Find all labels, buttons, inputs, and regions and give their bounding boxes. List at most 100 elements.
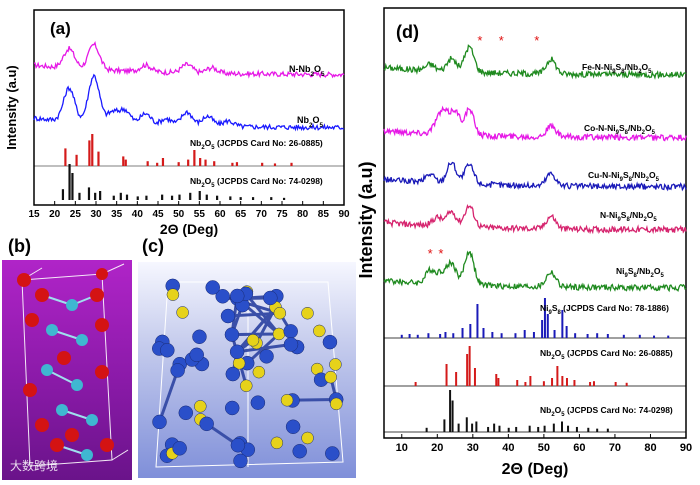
series-line-1 [33, 40, 345, 79]
series-label-fe-part: 8 [621, 69, 625, 75]
series-label-ni9s8-part: 5 [660, 273, 664, 279]
peak-star-marker: * [477, 33, 482, 48]
series-label-nb2o5-part: Nb [297, 115, 309, 125]
x-tick-label: 45 [152, 209, 164, 220]
peak-star-marker: * [438, 246, 443, 261]
s-atom [194, 400, 207, 413]
series-label-nb2o5-part: O [313, 115, 320, 125]
s-atom [301, 431, 314, 445]
series-label-cu-part: O [649, 170, 656, 180]
x-tick-label: 55 [194, 209, 206, 220]
series-label-n-nb2o5-part: O [314, 64, 321, 74]
ref-label-1: Nb2O5 (JCPDS Card No: 26-0885) [190, 138, 323, 151]
series-label-cu-part: S [623, 170, 629, 180]
ref-label-2-part: (JCPDS Card No: 74-0298) [215, 176, 323, 186]
series-line-5 [383, 250, 687, 293]
ref-label-2-part: 2 [551, 355, 555, 361]
ref-label-3-part: 2 [551, 412, 555, 418]
ni-atom [152, 414, 167, 430]
series-label-fe-part: 2 [638, 69, 642, 75]
plot-frame [383, 7, 687, 439]
series-label-cu: Cu-N-Ni9S8/Nb2O5 [588, 170, 660, 183]
ni-atom [229, 288, 245, 304]
x-tick-label: 40 [132, 209, 144, 220]
series-label-ni9s8-part: Ni [616, 266, 625, 276]
x-axis-label: 2Θ (Deg) [160, 221, 218, 237]
x-tick-label: 65 [235, 209, 247, 220]
ni-atom [292, 443, 307, 459]
x-tick-label: 90 [680, 442, 692, 454]
s-atom [166, 288, 180, 301]
series-label-cu-part: 5 [656, 177, 660, 183]
series-label-fe-part: O [642, 62, 649, 72]
series-label-n: N-Ni9S8/Nb2O5 [600, 210, 657, 223]
x-tick-label: 60 [214, 209, 226, 220]
series-label-ni9s8-part: /Nb [637, 266, 651, 276]
series-label-co-part: S [619, 123, 625, 133]
ref-label-3-part: O [555, 405, 562, 415]
series-line-2 [33, 73, 345, 132]
watermark: 大数跨境 [10, 459, 59, 473]
x-tick-label: 70 [256, 209, 268, 220]
series-label-fe-part: Fe-N-Ni [582, 62, 612, 72]
x-tick-label: 90 [338, 209, 350, 220]
ref-label-1-part: 5 [211, 145, 215, 151]
ni-atom [250, 395, 266, 410]
series-label-fe-part: 9 [612, 69, 616, 75]
series-line-2 [383, 105, 687, 142]
ni-atom [170, 363, 185, 378]
x-tick-label: 70 [609, 442, 621, 454]
ni-atom [225, 366, 241, 382]
bond [236, 343, 292, 354]
s-atom [252, 365, 266, 379]
panel-label-b: (b) [8, 236, 31, 256]
series-label-ni9s8-part: 2 [651, 273, 655, 279]
ni-atom [189, 347, 204, 363]
x-tick-label: 20 [49, 209, 61, 220]
ni-atom [283, 337, 299, 352]
ref-label-2-part: (JCPDS Card No: 26-0885) [565, 348, 673, 358]
ref-label-3-part: (JCPDS Card No: 74-0298) [565, 405, 673, 415]
ref-label-1-part: O [205, 138, 212, 148]
nb2o5-crystal-structure [17, 263, 129, 467]
ni-atom [233, 453, 248, 469]
ni-atom [192, 329, 207, 345]
x-tick-label: 15 [28, 209, 40, 220]
series-label-ni9s8-part: O [654, 266, 661, 276]
series-label-co-part: 9 [616, 130, 620, 136]
series-label-ni9s8-part: 8 [633, 273, 637, 279]
ni-atom [229, 344, 245, 360]
x-tick-label: 30 [90, 209, 102, 220]
panel-label-c: (c) [142, 236, 164, 256]
series-label-n-part: 8 [626, 217, 630, 223]
ni-atom [220, 308, 236, 324]
series-label-n-part: S [621, 210, 627, 220]
x-tick-label: 75 [276, 209, 288, 220]
unit-cell-outline [155, 281, 344, 468]
series-label-n-nb2o5-part: 5 [321, 71, 325, 78]
ref-label-1-part: Nb [190, 138, 201, 148]
x-tick-label: 35 [111, 209, 123, 220]
series-label-nb2o5-part: 5 [320, 122, 324, 129]
ref-label-2-part: 5 [561, 355, 565, 361]
s-atom [272, 327, 286, 341]
series-label-cu-part: 2 [646, 177, 650, 183]
panel-label-d: (d) [396, 22, 419, 42]
series-label-co-part: 8 [625, 130, 629, 136]
x-tick-label: 80 [644, 442, 656, 454]
s-atom [330, 397, 343, 411]
s-atom [270, 436, 284, 450]
bond [158, 369, 180, 423]
series-label-n-part: 9 [617, 217, 621, 223]
x-tick-label: 60 [573, 442, 585, 454]
ref-label-1: Ni9S8 (JCPDS Card No: 78-1886) [540, 303, 669, 316]
series-label-ni9s8: Ni9S8/Nb2O5 [616, 266, 664, 279]
series-label-co-part: 2 [642, 130, 646, 136]
y-axis-label: Intensity (a.u) [356, 161, 376, 278]
ref-label-2-part: O [205, 176, 212, 186]
ni-atom [322, 334, 338, 350]
series-label-co-part: 5 [652, 130, 656, 136]
x-tick-label: 85 [318, 209, 330, 220]
ref-label-3-part: Nb [540, 405, 551, 415]
s-atom [273, 306, 287, 320]
